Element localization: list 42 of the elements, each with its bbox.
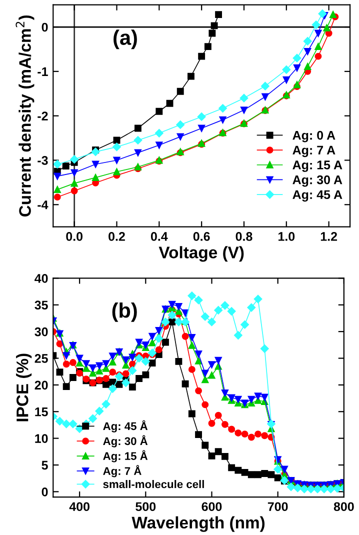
y-tick-label: 0 xyxy=(42,22,48,32)
x-tick-label: 0.2 xyxy=(108,232,125,241)
x-tick-label: 500 xyxy=(136,502,156,512)
legend-label: Ag: 30 A xyxy=(292,175,342,187)
legend-label: Ag: 30 Å xyxy=(103,435,148,448)
y-tick-label: 20 xyxy=(34,380,48,390)
legend-label: Ag: 15 Å xyxy=(103,450,148,462)
legend-label: Ag: 0 A xyxy=(292,130,336,142)
x-tick-label: 1.0 xyxy=(278,232,295,241)
y-tick-label: -2 xyxy=(38,112,48,120)
y-axis-title: Current density (mA/cm$^{2}$) xyxy=(16,15,34,216)
x-tick-label: 0.0 xyxy=(66,232,83,241)
y-tick-label: 0 xyxy=(42,487,48,496)
x-axis-title: Wavelength (nm) xyxy=(132,516,265,532)
x-tick-label: 0.8 xyxy=(236,232,252,241)
x-tick-label: 600 xyxy=(202,502,222,512)
y-axis-title: IPCE (%) xyxy=(16,354,32,422)
annotation: (a) xyxy=(114,30,137,50)
annotation: (b) xyxy=(112,302,137,322)
x-tick-label: 0.4 xyxy=(150,232,168,241)
y-tick-label: 40 xyxy=(34,274,48,283)
y-tick-label: 30 xyxy=(34,327,48,336)
legend-label: small-molecule cell xyxy=(103,480,204,488)
x-tick-label: 800 xyxy=(334,502,354,512)
x-tick-label: 700 xyxy=(268,502,288,512)
y-tick-label: -4 xyxy=(38,200,48,210)
legend-label: Ag: 45 A xyxy=(292,190,342,202)
legend-label: Ag: 15 A xyxy=(292,160,342,172)
x-tick-label: 0.6 xyxy=(193,232,210,241)
y-tick-label: -3 xyxy=(38,156,48,165)
y-tick-label: 10 xyxy=(35,434,48,443)
y-tick-label: -1 xyxy=(38,67,48,76)
legend-label: Ag: 45 Å xyxy=(103,420,148,432)
x-tick-label: 1.2 xyxy=(320,232,338,241)
x-axis-title: Voltage (V) xyxy=(158,246,244,262)
x-tick-label: 400 xyxy=(69,502,90,512)
y-tick-label: 35 xyxy=(34,300,48,310)
y-tick-label: 5 xyxy=(42,460,48,470)
legend-label: Ag: 7 Å xyxy=(103,465,142,478)
y-tick-label: 25 xyxy=(34,354,48,363)
y-tick-label: 15 xyxy=(35,408,48,416)
legend-label: Ag: 7 A xyxy=(292,146,336,158)
